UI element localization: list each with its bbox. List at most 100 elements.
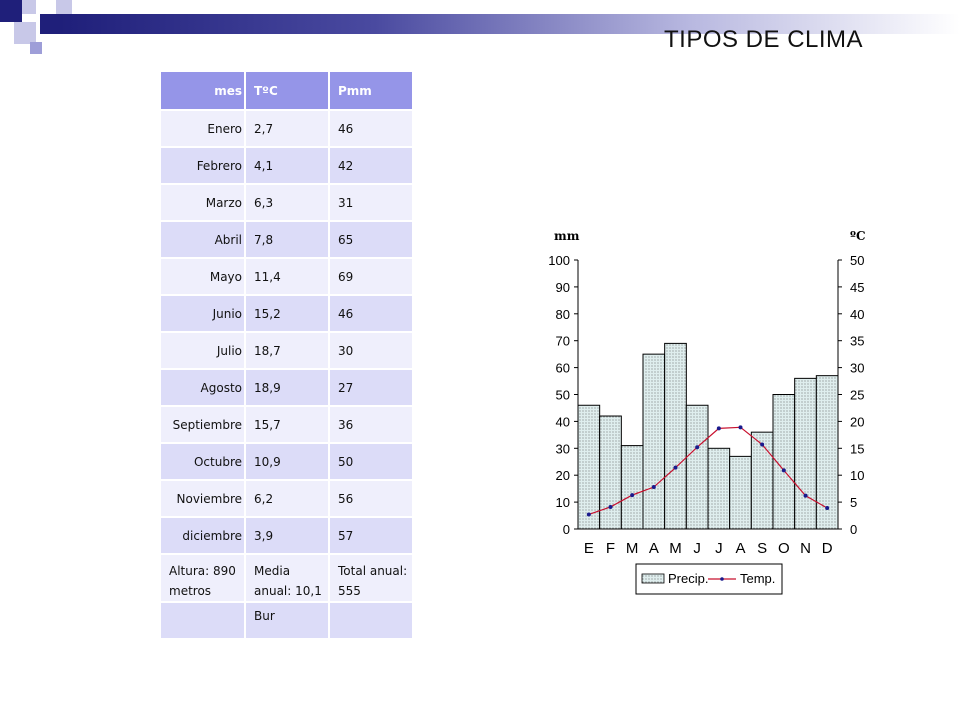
precip-bar <box>577 404 601 530</box>
decor-square <box>56 0 72 16</box>
temp-point <box>673 465 678 470</box>
temp-point <box>651 485 656 490</box>
cell-month: Septiembre <box>161 406 246 444</box>
y-left-tick-label: 80 <box>556 307 570 322</box>
cell-temp: 7,8 <box>245 221 330 259</box>
altura-cell: Altura: 890 metros <box>161 554 246 603</box>
cell-precip: 36 <box>329 406 414 444</box>
table-header-row: mes TºC Pmm <box>161 72 414 111</box>
decor-square <box>40 14 60 34</box>
cell-precip: 42 <box>329 147 414 185</box>
x-tick-label: M <box>626 540 639 557</box>
header-month: mes <box>161 72 246 111</box>
temp-point <box>716 426 721 431</box>
table-row: Septiembre 15,7 36 <box>161 406 414 444</box>
y-right-tick-label: 20 <box>850 414 864 429</box>
cell-month: Febrero <box>161 147 246 185</box>
y-right-tick-label: 0 <box>850 522 857 537</box>
cell-temp: 2,7 <box>245 110 330 148</box>
x-tick-label: E <box>584 540 594 557</box>
x-tick-label: O <box>778 540 790 557</box>
empty-cell <box>161 602 246 640</box>
precip-bar <box>685 404 709 530</box>
temp-point <box>781 468 786 473</box>
temp-point <box>825 506 830 511</box>
cell-precip: 46 <box>329 295 414 333</box>
precip-bar <box>729 455 752 530</box>
table-row: Octubre 10,9 50 <box>161 443 414 481</box>
cell-precip: 50 <box>329 443 414 481</box>
climate-chart: mm ºC 0 10 20 30 40 50 60 70 80 90 100 0 5 10 15 20 25 3… <box>548 229 866 595</box>
table-footer-row: Altura: 890 metros Media anual: 10,1 Tot… <box>161 554 414 603</box>
y-right-tick-label: 25 <box>850 388 864 403</box>
y-left-tick-label: 100 <box>548 253 570 268</box>
climate-table: mes TºC Pmm Enero 2,7 46 Febrero 4,1 42 Marzo 6… <box>161 72 414 640</box>
empty-cell <box>329 602 414 640</box>
decor-square <box>14 22 36 44</box>
precip-bar <box>707 447 731 530</box>
decor-square <box>22 0 36 14</box>
cell-precip: 30 <box>329 332 414 370</box>
cell-month: Enero <box>161 110 246 148</box>
cell-month: Marzo <box>161 184 246 222</box>
precip-bar <box>750 431 774 530</box>
climate-class-cell: Bur <box>245 602 330 640</box>
cell-temp: 15,7 <box>245 406 330 444</box>
table-row: Enero 2,7 46 <box>161 110 414 148</box>
table-row: Julio 18,7 30 <box>161 332 414 370</box>
legend-precip-label: Precip. <box>668 571 708 586</box>
cell-precip: 46 <box>329 110 414 148</box>
temp-point <box>630 493 635 498</box>
legend-temp-marker <box>720 577 724 581</box>
x-tick-label: J <box>693 540 701 557</box>
table-row: Mayo 11,4 69 <box>161 258 414 296</box>
x-tick-label: S <box>757 540 767 557</box>
y-left-tick-label: 60 <box>556 361 570 376</box>
cell-temp: 18,7 <box>245 332 330 370</box>
table-row: Agosto 18,9 27 <box>161 369 414 407</box>
y-right-unit: ºC <box>850 229 866 243</box>
table-row: Marzo 6,3 31 <box>161 184 414 222</box>
cell-temp: 18,9 <box>245 369 330 407</box>
cell-temp: 3,9 <box>245 517 330 555</box>
y-right-tick-label: 50 <box>850 253 864 268</box>
y-right-tick-label: 35 <box>850 334 864 349</box>
y-left-tick-label: 40 <box>556 414 570 429</box>
precip-bar <box>599 415 622 530</box>
precip-bar <box>664 342 687 530</box>
table-row: Abril 7,8 65 <box>161 221 414 259</box>
cell-temp: 11,4 <box>245 258 330 296</box>
precip-bar <box>794 377 817 530</box>
cell-temp: 4,1 <box>245 147 330 185</box>
table-row: diciembre 3,9 57 <box>161 517 414 555</box>
precip-bar <box>815 375 839 530</box>
cell-precip: 31 <box>329 184 414 222</box>
total-cell: Total anual: 555 <box>329 554 414 603</box>
legend-temp-label: Temp. <box>740 571 775 586</box>
cell-month: Noviembre <box>161 480 246 518</box>
title-gradient-bar <box>60 14 960 34</box>
table-class-row: Bur <box>161 602 414 640</box>
temp-point <box>695 445 700 450</box>
decor-square <box>0 0 22 22</box>
y-right-tick-label: 45 <box>850 280 864 295</box>
cell-precip: 56 <box>329 480 414 518</box>
y-right-tick-label: 30 <box>850 361 864 376</box>
cell-month: Mayo <box>161 258 246 296</box>
x-tick-label: N <box>800 540 811 557</box>
y-right-tick-label: 40 <box>850 307 864 322</box>
chart-legend: Precip. Temp. <box>635 563 783 595</box>
y-left-tick-label: 90 <box>556 280 570 295</box>
temp-point <box>803 493 808 498</box>
y-left-tick-label: 70 <box>556 334 570 349</box>
y-left-tick-label: 10 <box>556 495 570 510</box>
y-left-tick-label: 20 <box>556 468 570 483</box>
temp-line <box>588 426 828 516</box>
x-tick-label: A <box>649 540 659 557</box>
temp-point <box>738 425 743 430</box>
temp-point <box>586 512 591 517</box>
y-left-tick-label: 50 <box>556 388 570 403</box>
temp-point <box>760 442 765 447</box>
cell-temp: 10,9 <box>245 443 330 481</box>
cell-precip: 57 <box>329 517 414 555</box>
